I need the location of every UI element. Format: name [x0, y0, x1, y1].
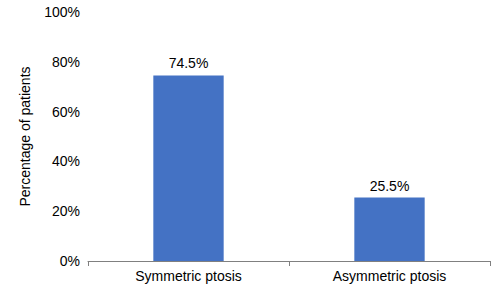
svg-text:25.5%: 25.5%: [370, 178, 410, 194]
svg-text:Symmetric ptosis: Symmetric ptosis: [135, 268, 242, 284]
svg-text:Asymmetric ptosis: Asymmetric ptosis: [333, 268, 447, 284]
svg-text:80%: 80%: [52, 54, 80, 70]
svg-text:Percentage of patients: Percentage of patients: [17, 66, 33, 206]
svg-text:60%: 60%: [52, 104, 80, 120]
svg-text:40%: 40%: [52, 153, 80, 169]
svg-text:0%: 0%: [60, 253, 80, 269]
svg-text:100%: 100%: [44, 4, 80, 20]
svg-text:74.5%: 74.5%: [169, 55, 209, 71]
svg-text:20%: 20%: [52, 203, 80, 219]
